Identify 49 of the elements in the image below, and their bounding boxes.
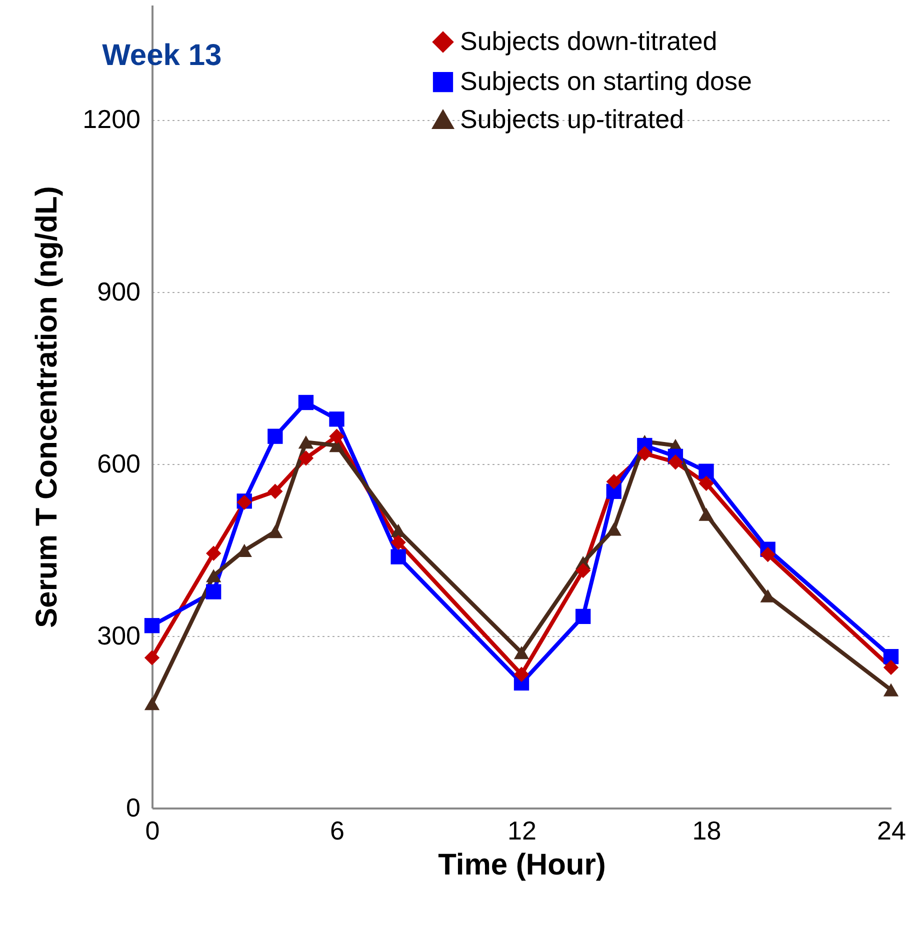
point bbox=[514, 666, 530, 682]
legend-label: Subjects up-titrated bbox=[460, 104, 684, 134]
point bbox=[298, 450, 314, 466]
y-tick-label: 1200 bbox=[82, 104, 140, 134]
point bbox=[668, 454, 684, 470]
point bbox=[390, 534, 406, 550]
point bbox=[144, 697, 160, 710]
point bbox=[206, 546, 222, 561]
x-tick-label: 6 bbox=[330, 816, 344, 846]
point bbox=[206, 569, 222, 582]
point bbox=[144, 650, 160, 666]
text: Week 13 bbox=[102, 39, 222, 72]
legend-label: Subjects on starting dose bbox=[460, 66, 752, 96]
point bbox=[329, 428, 344, 444]
point bbox=[206, 584, 222, 600]
point bbox=[883, 660, 899, 676]
y-tick-label: 600 bbox=[97, 448, 140, 478]
point bbox=[298, 394, 314, 410]
point bbox=[760, 546, 776, 562]
x-tick-label: 0 bbox=[145, 816, 160, 846]
point bbox=[637, 446, 652, 462]
x-tick-label: 12 bbox=[508, 816, 536, 846]
point bbox=[760, 589, 776, 602]
point bbox=[329, 412, 344, 427]
x-tick-label: 18 bbox=[692, 816, 722, 846]
y-axis-title: Serum T Concentration (ng/dL) bbox=[30, 186, 64, 628]
y-tick-label: 900 bbox=[97, 276, 140, 306]
point bbox=[698, 464, 714, 479]
point bbox=[883, 683, 899, 696]
point bbox=[698, 476, 714, 491]
point bbox=[268, 524, 283, 538]
point bbox=[576, 608, 591, 624]
point bbox=[144, 618, 160, 634]
point bbox=[606, 474, 622, 490]
point bbox=[390, 549, 406, 564]
point bbox=[298, 435, 314, 449]
point bbox=[698, 508, 714, 521]
y-tick-label: 0 bbox=[126, 792, 140, 822]
legend-label: Subjects down-titrated bbox=[460, 26, 718, 56]
x-tick-label: 24 bbox=[877, 816, 906, 846]
point bbox=[514, 646, 530, 660]
point bbox=[883, 648, 899, 664]
point bbox=[576, 562, 591, 578]
point bbox=[268, 428, 283, 444]
point bbox=[390, 524, 406, 537]
point bbox=[606, 522, 622, 536]
y-tick-label: 300 bbox=[97, 620, 140, 650]
point bbox=[268, 484, 283, 499]
x-axis-title: Time (Hour) bbox=[438, 848, 606, 882]
